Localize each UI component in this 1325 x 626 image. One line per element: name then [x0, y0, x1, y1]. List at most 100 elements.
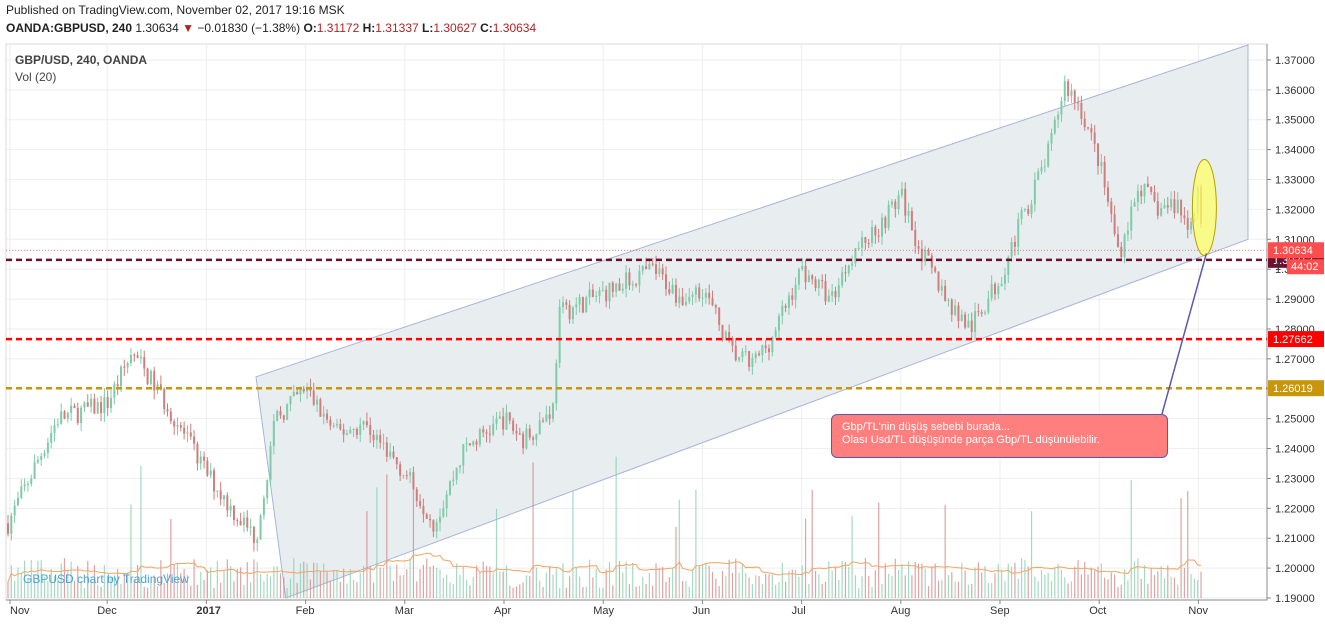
- volume-bar: [705, 563, 707, 598]
- volume-bar: [200, 571, 202, 598]
- volume-bar: [785, 581, 787, 598]
- volume-bar: [166, 573, 169, 598]
- volume-bar: [83, 587, 86, 598]
- volume-bar: [117, 569, 119, 598]
- candle-body: [498, 416, 501, 419]
- candle-body: [625, 272, 628, 289]
- volume-bar: [14, 580, 16, 598]
- candle-body: [1017, 218, 1020, 247]
- candle-body: [133, 354, 136, 356]
- volume-bar: [1084, 561, 1086, 598]
- candle-body: [80, 407, 83, 423]
- volume-bar: [874, 570, 876, 598]
- candle-body: [910, 211, 913, 230]
- volume-bar: [615, 456, 617, 598]
- candle-body: [821, 279, 824, 282]
- volume-bar: [1094, 570, 1096, 598]
- volume-bar: [386, 474, 388, 598]
- volume-bar: [243, 584, 245, 598]
- candle-body: [1037, 171, 1040, 180]
- candle-body: [402, 475, 405, 477]
- volume-bar: [416, 581, 418, 598]
- candle-body: [1136, 190, 1139, 203]
- candle-body: [990, 284, 993, 299]
- candle-body: [545, 414, 548, 422]
- volume-bar: [662, 566, 664, 598]
- candle-body: [342, 429, 345, 435]
- candle-body: [518, 433, 521, 435]
- volume-bar: [359, 573, 361, 598]
- volume-bar: [628, 584, 631, 598]
- candle-body: [694, 287, 697, 295]
- candle-body: [425, 514, 428, 519]
- volume-bar: [113, 575, 115, 598]
- x-tick-label: Jun: [692, 605, 710, 617]
- candle-body: [538, 420, 541, 435]
- candle-body: [279, 410, 282, 416]
- volume-bar: [519, 584, 521, 598]
- x-tick-label: Apr: [494, 605, 511, 617]
- candle-body: [46, 442, 49, 454]
- candle-body: [70, 405, 73, 413]
- candle-body: [1150, 186, 1153, 193]
- candle-body: [30, 478, 33, 484]
- y-tick-label: 1.33000: [1275, 175, 1315, 187]
- candle-body: [63, 411, 66, 419]
- candle-body: [964, 314, 967, 328]
- volume-bar: [931, 566, 933, 598]
- volume-bar: [399, 575, 401, 598]
- volume-bar: [190, 585, 192, 598]
- volume-bar: [751, 584, 753, 598]
- x-tick-label: 2017: [196, 605, 220, 617]
- candle-body: [824, 281, 827, 302]
- volume-bar: [246, 562, 248, 598]
- candle-body: [618, 283, 621, 291]
- candle-body: [249, 526, 252, 528]
- volume-bar: [924, 568, 926, 598]
- volume-bar: [854, 575, 857, 598]
- candle-body: [674, 284, 677, 303]
- volume-bar: [605, 569, 607, 598]
- candle-body: [738, 357, 741, 361]
- volume-bar: [70, 561, 72, 598]
- candle-body: [422, 506, 425, 515]
- volume-bar: [977, 562, 979, 598]
- volume-bar: [1173, 577, 1176, 598]
- annotation-callout[interactable]: Gbp/TL'nin düşüş sebebi burada... Olası …: [831, 414, 1168, 458]
- candle-body: [834, 291, 837, 298]
- volume-bar: [77, 565, 79, 598]
- candle-body: [485, 432, 488, 434]
- volume-bar: [249, 582, 252, 598]
- candle-body: [110, 397, 113, 408]
- candle-body: [890, 201, 893, 205]
- volume-bar: [259, 573, 262, 598]
- candle-body: [731, 337, 734, 346]
- volume-bar: [475, 565, 478, 598]
- volume-bar: [236, 569, 238, 598]
- candle-body: [1070, 90, 1073, 96]
- candle-body: [628, 272, 631, 286]
- volume-bar: [655, 563, 657, 598]
- volume-bar: [934, 563, 936, 598]
- watermark-link[interactable]: GBPUSD chart by TradingView: [23, 572, 189, 586]
- volume-bar: [80, 580, 82, 598]
- candle-body: [960, 314, 963, 321]
- highlight-ellipse[interactable]: [1191, 158, 1217, 256]
- volume-bar: [289, 578, 292, 598]
- candle-body: [1106, 187, 1109, 202]
- channel-fill: [255, 44, 1249, 599]
- candle-body: [967, 320, 970, 328]
- volume-bar: [37, 560, 39, 598]
- volume-bar: [1160, 566, 1162, 598]
- volume-bar: [339, 581, 341, 598]
- volume-bar: [30, 559, 32, 598]
- volume-bar: [917, 563, 920, 598]
- x-tick-label: Oct: [1089, 605, 1106, 617]
- horizontal-levels[interactable]: [6, 249, 1267, 390]
- candle-body: [661, 268, 664, 275]
- candle-body: [814, 279, 817, 289]
- volume-bar: [472, 577, 474, 598]
- candle-body: [1040, 167, 1043, 172]
- candle-body: [754, 353, 757, 359]
